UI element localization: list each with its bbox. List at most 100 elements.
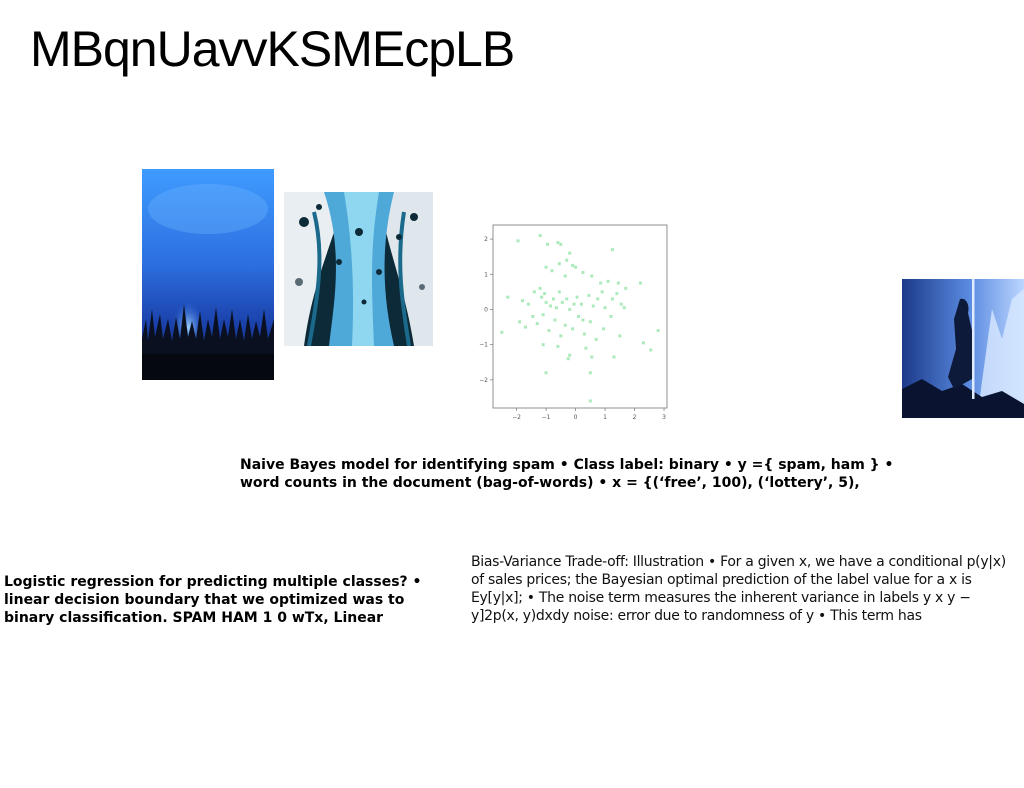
scatter-point [520, 299, 524, 303]
scatter-point [546, 242, 550, 246]
scatter-point [649, 348, 653, 352]
scatter-point [656, 329, 660, 333]
y-tick-label: 0 [484, 306, 488, 313]
scatter-point [568, 251, 572, 255]
night-field-image [142, 169, 274, 380]
scatter-point [568, 353, 572, 357]
scatter-point [557, 262, 561, 266]
x-tick-label: 0 [574, 414, 578, 421]
scatter-point [588, 320, 592, 324]
scatter-point [584, 346, 588, 350]
scatter-point [587, 293, 591, 297]
scatter-point [612, 355, 616, 359]
naive-bayes-paragraph: Naive Bayes model for identifying spam •… [240, 457, 894, 491]
scatter-point [543, 292, 547, 296]
scatter-point [581, 271, 585, 275]
scatter-point [618, 334, 622, 338]
x-tick-label: −1 [542, 414, 551, 421]
scatter-point [556, 344, 560, 348]
scatter-point [563, 274, 567, 278]
logistic-regression-paragraph: Logistic regression for predicting multi… [4, 574, 422, 626]
scatter-point [538, 286, 542, 290]
scatter-point [622, 306, 626, 310]
scatter-point [560, 300, 564, 304]
x-tick-label: 3 [662, 414, 666, 421]
scatter-point [602, 327, 606, 331]
scatter-point [547, 329, 551, 333]
scatter-point [615, 292, 619, 296]
scatter-point [588, 371, 592, 375]
scatter-point [518, 320, 522, 324]
scatter-point [541, 313, 545, 317]
scatter-point [603, 306, 607, 310]
scatter-point [572, 302, 576, 306]
scatter-point [544, 265, 548, 269]
scatter-point [638, 281, 642, 285]
scatter-point [566, 357, 570, 361]
scatter-point [506, 295, 510, 299]
scatter-point [568, 307, 572, 311]
scatter-point [550, 269, 554, 273]
scatter-point [526, 302, 530, 306]
fluid-art-image [284, 192, 433, 346]
scatter-point [577, 315, 581, 318]
x-tick-label: −2 [512, 414, 521, 421]
scatter-point [565, 297, 569, 301]
scatter-point [590, 355, 594, 359]
scatter-point [557, 290, 561, 294]
scatter-point [594, 337, 598, 341]
scatter-point [581, 318, 585, 322]
scatter-point [609, 315, 613, 318]
bias-variance-paragraph: Bias-Variance Trade-off: Illustration • … [471, 554, 1006, 624]
scatter-plot: −2 −1 0 1 2 3 2 1 0 −1 −2 [479, 224, 668, 421]
y-tick-label: −2 [479, 377, 488, 384]
scatter-point [590, 274, 594, 278]
scatter-point [500, 330, 504, 334]
scatter-point [544, 371, 548, 375]
scatter-point [551, 297, 555, 301]
scatter-point [596, 297, 600, 301]
plot-frame [492, 224, 668, 409]
scatter-point [559, 242, 563, 246]
scatter-point [641, 341, 645, 345]
scatter-point [606, 279, 610, 283]
x-tick-label: 2 [633, 414, 637, 421]
scatter-point [535, 322, 539, 326]
scatter-point [538, 234, 542, 238]
scatter-point [599, 281, 603, 285]
scatter-point [624, 286, 628, 290]
scatter-point [554, 306, 558, 310]
scatter-point [563, 323, 567, 327]
scatter-point [549, 304, 553, 308]
scatter-point [571, 327, 575, 331]
scatter-point [579, 302, 583, 306]
scatter-point [616, 281, 620, 285]
scatter-point [544, 300, 548, 304]
scatter-point [532, 290, 536, 294]
woman-silhouette-image [902, 279, 1024, 418]
scatter-point [523, 325, 527, 329]
x-tick-label: 1 [603, 414, 607, 421]
scatter-point [516, 239, 520, 243]
scatter-point [571, 263, 575, 267]
slide-title: MBqnUavvKSMEcpLB [30, 21, 515, 77]
scatter-point [531, 315, 535, 318]
scatter-point [610, 248, 614, 252]
scatter-point [600, 290, 604, 294]
y-tick-label: 1 [484, 271, 488, 278]
scatter-point [565, 258, 569, 262]
scatter-point [553, 318, 557, 322]
scatter-point [541, 343, 545, 347]
y-tick-label: −1 [479, 342, 488, 349]
scatter-point [556, 241, 560, 245]
scatter-point [582, 332, 586, 336]
scatter-point [559, 334, 563, 338]
scatter-point [591, 304, 595, 308]
y-tick-label: 2 [484, 236, 488, 243]
scatter-point [588, 399, 592, 403]
scatter-point [610, 297, 614, 301]
scatter-point [574, 265, 578, 269]
scatter-point [575, 295, 579, 299]
scatter-point [619, 302, 623, 306]
scatter-point [540, 295, 544, 299]
